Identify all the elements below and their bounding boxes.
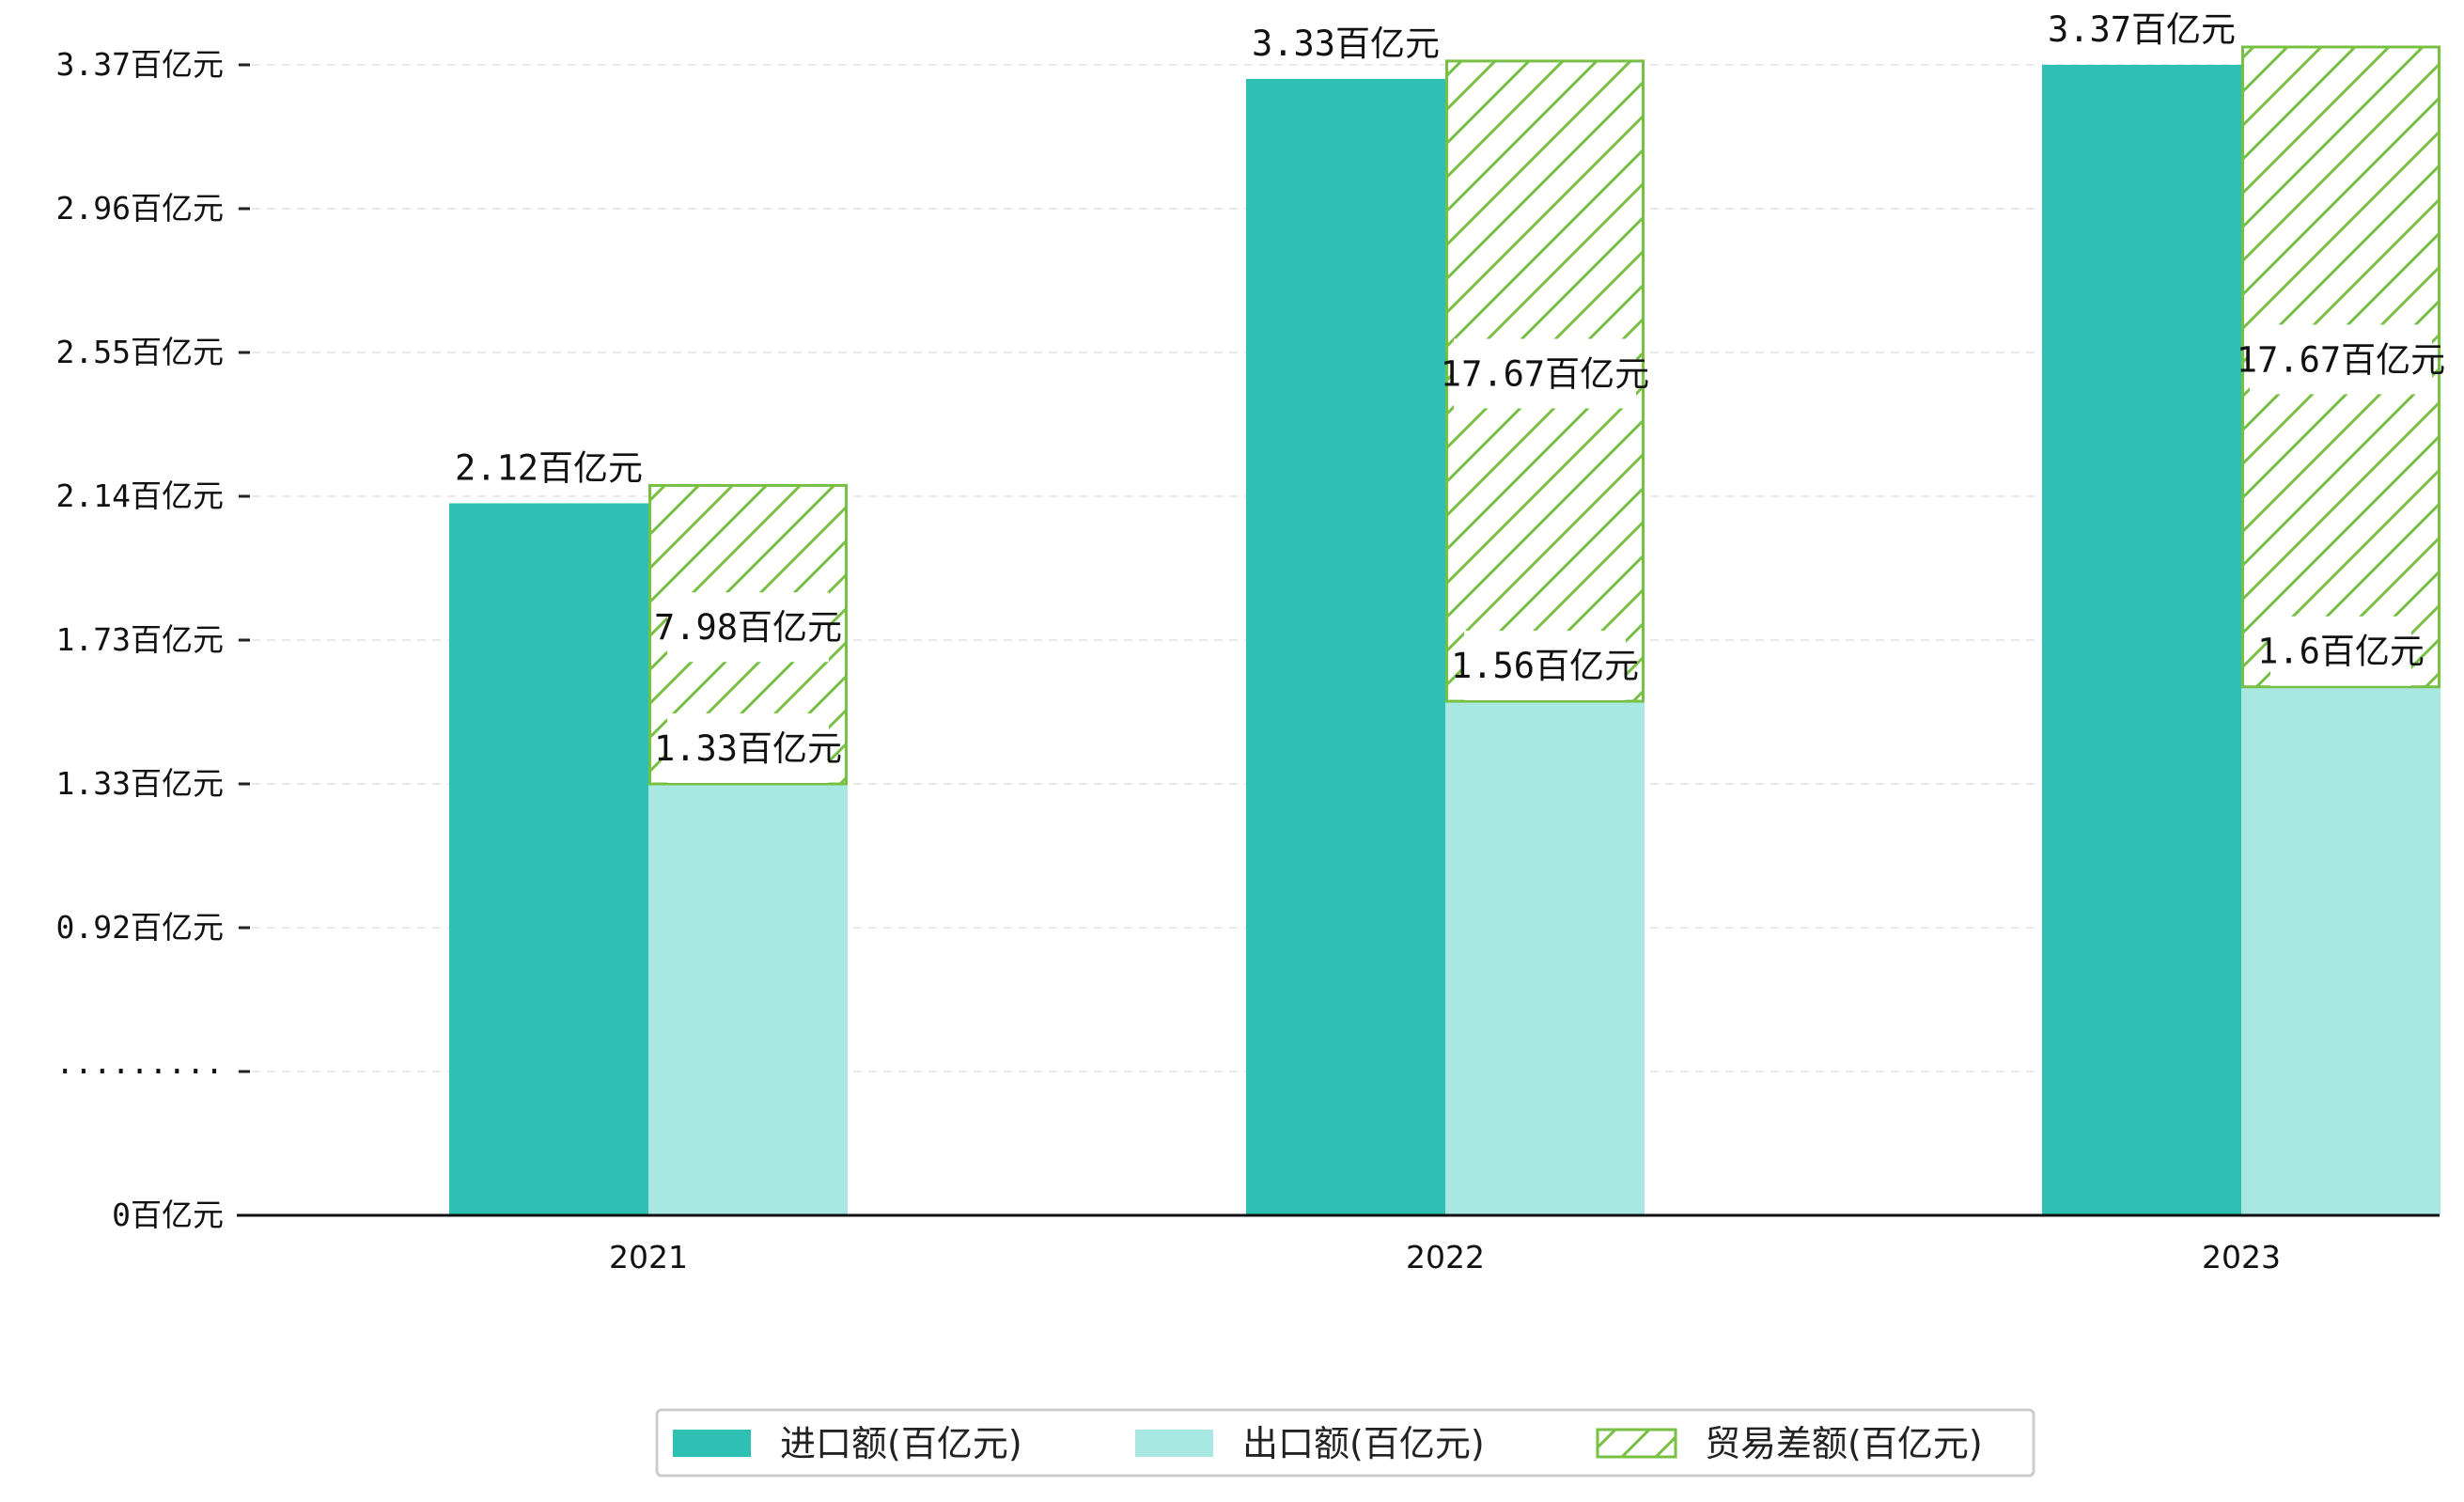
legend-swatch — [1135, 1430, 1213, 1457]
y-tick-label: 3.37百亿元 — [56, 46, 224, 83]
data-label-text: 7.98百亿元 — [654, 607, 842, 648]
data-label-text: 3.33百亿元 — [1252, 23, 1440, 64]
y-tick-label: 2.14百亿元 — [56, 477, 224, 514]
bar-import-2023 — [2042, 65, 2241, 1215]
label-export-2022: 1.56百亿元 — [1451, 631, 1639, 701]
data-label-box — [1464, 631, 1626, 701]
legend-item-1: 进口额(百亿元) — [673, 1423, 1022, 1464]
x-tick-label: 2021 — [609, 1239, 688, 1275]
data-labels: 2.12百亿元 1.33百亿元 7.98百亿元 3.33百亿元 1.56百亿元 17.67… — [455, 9, 2445, 783]
data-label-box — [667, 713, 829, 783]
label-export-2021: 1.33百亿元 — [654, 713, 842, 783]
legend-box — [655, 1408, 2035, 1478]
data-label-text: 1.6百亿元 — [2257, 632, 2425, 672]
label-import-2021: 2.12百亿元 — [455, 447, 643, 488]
y-tick-label: 1.33百亿元 — [56, 765, 224, 802]
legend-item-2: 出口额(百亿元) — [1135, 1423, 1485, 1464]
label-import-2023: 3.37百亿元 — [2048, 9, 2236, 50]
y-tick-label: 2.96百亿元 — [56, 190, 224, 227]
bar-export-2021 — [648, 784, 848, 1215]
legend-label: 贸易差额(百亿元) — [1705, 1423, 1983, 1464]
bar-export-2023 — [2241, 686, 2441, 1215]
y-axis: 0百亿元 ········· 0.92百亿元 1.33百亿元 1.73百亿元 2.14百亿… — [55, 46, 250, 1233]
y-tick-label: 0.92百亿元 — [56, 909, 224, 946]
x-tick-label: 2023 — [2202, 1239, 2281, 1275]
y-tick-label: ········· — [55, 1053, 224, 1089]
label-balance-2022: 17.67百亿元 — [1441, 338, 1649, 409]
legend-swatch — [673, 1430, 751, 1457]
y-tick-label: 1.73百亿元 — [56, 621, 224, 658]
legend-item-3: 贸易差额(百亿元) — [1596, 1423, 1983, 1464]
legend-label: 出口额(百亿元) — [1242, 1423, 1485, 1464]
data-label-text: 1.56百亿元 — [1451, 646, 1639, 686]
data-label-box — [1454, 338, 1636, 409]
legend: 进口额(百亿元) 出口额(百亿元) 贸易差额(百亿元) — [655, 1408, 2035, 1478]
data-label-box — [2270, 616, 2411, 686]
label-balance-2023: 17.67百亿元 — [2237, 324, 2445, 395]
x-axis: 2021 2022 2023 — [237, 1213, 2440, 1275]
bar-import-2022 — [1246, 78, 1445, 1215]
label-export-2023: 1.6百亿元 — [2257, 616, 2425, 686]
legend-swatch — [1596, 1428, 1677, 1459]
y-tick-label: 2.55百亿元 — [56, 334, 224, 370]
legend-label: 进口额(百亿元) — [780, 1423, 1022, 1464]
y-tick-label: 0百亿元 — [112, 1197, 224, 1233]
data-label-box — [2250, 324, 2432, 395]
label-balance-2021: 7.98百亿元 — [654, 592, 842, 663]
x-tick-label: 2022 — [1406, 1239, 1485, 1275]
data-label-text: 17.67百亿元 — [2237, 339, 2445, 380]
bar-export-2022 — [1445, 701, 1645, 1215]
data-label-text: 3.37百亿元 — [2048, 9, 2236, 50]
data-label-text: 17.67百亿元 — [1441, 353, 1649, 394]
bar-import-2021 — [449, 503, 648, 1215]
bars — [449, 45, 2441, 1215]
data-label-text: 2.12百亿元 — [455, 447, 643, 488]
label-import-2022: 3.33百亿元 — [1252, 23, 1440, 64]
data-label-text: 1.33百亿元 — [654, 728, 842, 769]
data-label-box — [667, 592, 829, 663]
